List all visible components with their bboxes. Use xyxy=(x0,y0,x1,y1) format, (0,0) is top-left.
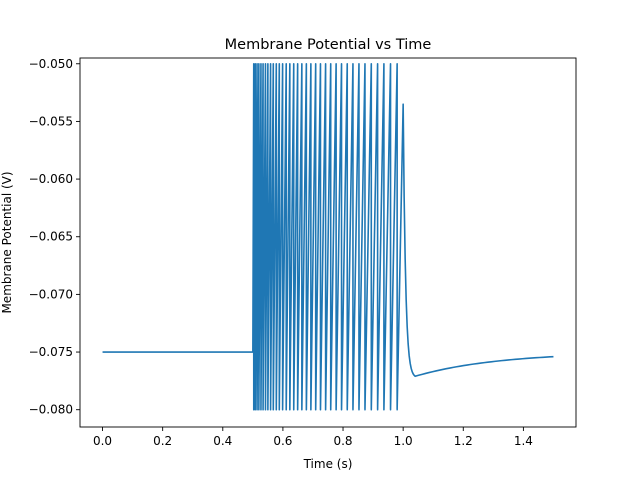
x-tick-label: 0.2 xyxy=(153,434,172,448)
x-tick-label: 0.0 xyxy=(93,434,112,448)
y-tick-label: −0.070 xyxy=(29,287,73,301)
x-tick-label: 0.4 xyxy=(213,434,232,448)
x-axis: 0.0 0.2 0.4 0.6 0.8 1.0 1.2 1.4 xyxy=(93,427,533,448)
x-axis-label: Time (s) xyxy=(303,457,353,471)
y-tick-label: −0.075 xyxy=(29,345,73,359)
y-tick-label: −0.050 xyxy=(29,57,73,71)
x-tick-label: 1.4 xyxy=(514,434,533,448)
y-tick-label: −0.065 xyxy=(29,230,73,244)
x-tick-label: 1.0 xyxy=(394,434,413,448)
chart-title: Membrane Potential vs Time xyxy=(225,37,432,53)
y-tick-label: −0.060 xyxy=(29,172,73,186)
y-axis: −0.050 −0.055 −0.060 −0.065 −0.070 −0.075 −0.0… xyxy=(29,57,80,417)
plot-area xyxy=(102,62,554,411)
x-tick-label: 0.8 xyxy=(333,434,352,448)
membrane-potential-series-line xyxy=(102,62,554,411)
y-axis-label: Membrane Potential (V) xyxy=(0,171,14,313)
y-tick-label: −0.055 xyxy=(29,114,73,128)
axes-frame xyxy=(79,57,577,428)
y-tick-label: −0.080 xyxy=(29,403,73,417)
x-tick-label: 1.2 xyxy=(454,434,473,448)
x-tick-label: 0.6 xyxy=(273,434,292,448)
